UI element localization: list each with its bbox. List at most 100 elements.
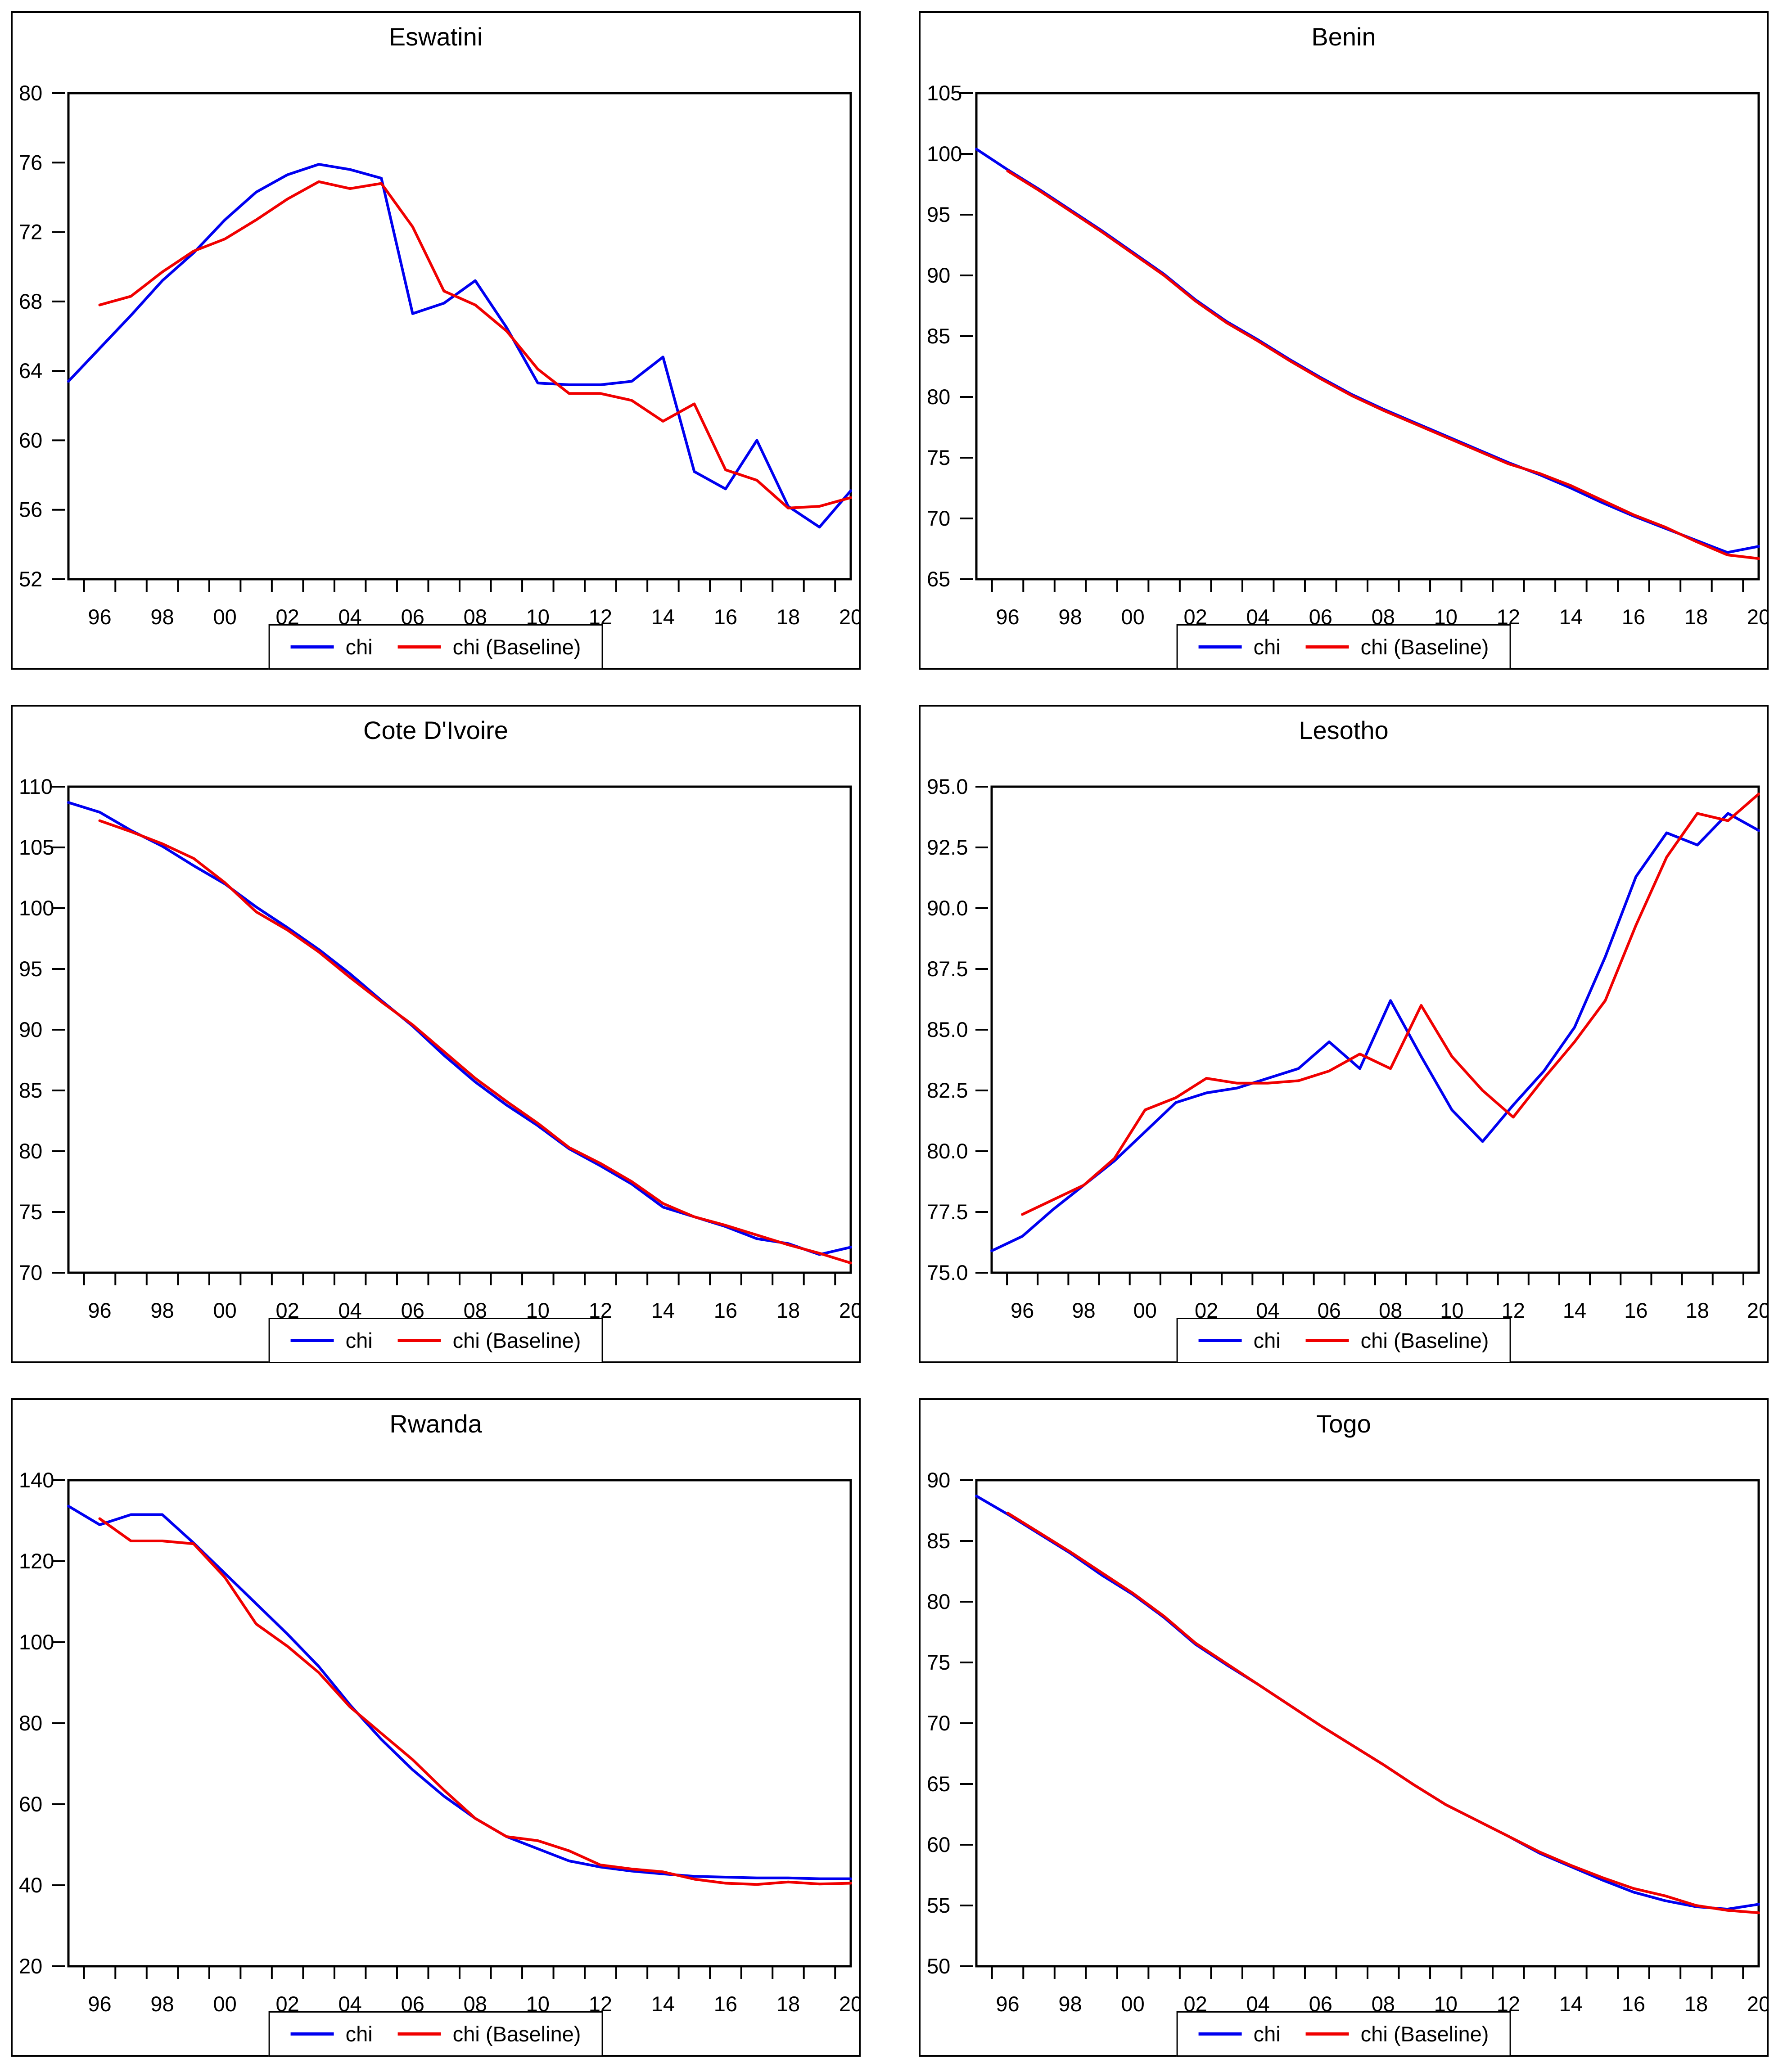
x-tick-label: 96 — [996, 605, 1019, 629]
baseline-line-swatch — [397, 645, 441, 649]
chart-title-cote-divoire: Cote D'Ivoire — [363, 716, 508, 744]
y-tick-label: 80 — [19, 81, 42, 105]
legend-entry-chi: chi — [1198, 635, 1281, 659]
y-tick-label: 68 — [19, 289, 42, 313]
y-tick-label: 56 — [19, 498, 42, 522]
legend-entry-chi: chi — [290, 2022, 373, 2046]
y-tick-label: 100 — [927, 142, 962, 166]
x-tick-label: 00 — [213, 1298, 236, 1322]
legend-entry-baseline: chi (Baseline) — [397, 1328, 581, 1353]
y-tick-label: 55 — [927, 1893, 950, 1917]
y-tick-label: 65 — [927, 567, 950, 591]
baseline-line-swatch — [1305, 645, 1349, 649]
y-tick-label: 80.0 — [927, 1139, 968, 1163]
x-tick-label: 20 — [839, 605, 859, 629]
baseline-line — [1006, 169, 1760, 560]
chart-title-lesotho: Lesotho — [1299, 716, 1389, 744]
y-tick-label: 90 — [927, 263, 950, 287]
x-tick-label: 16 — [1622, 605, 1645, 629]
baseline-line — [98, 180, 852, 509]
y-tick-label: 50 — [927, 1954, 950, 1978]
legend-label-chi: chi — [345, 1329, 373, 1352]
y-tick-label: 90.0 — [927, 896, 968, 920]
legend-label-baseline: chi (Baseline) — [1360, 635, 1489, 659]
x-tick-label: 96 — [996, 1992, 1019, 2016]
y-tick-label: 72 — [19, 220, 42, 244]
y-tick-label: 65 — [927, 1772, 950, 1796]
chart-title-eswatini: Eswatini — [388, 23, 483, 51]
y-tick-label: 75 — [927, 446, 950, 469]
chart-panel-lesotho: 95.0 92.5 90.0 87.5 85.0 82.5 80.0 77.5 75.0 96 98… — [919, 705, 1769, 1363]
baseline-line — [98, 1517, 852, 1886]
x-tick-label: 20 — [1747, 1298, 1767, 1322]
x-tick-label: 18 — [1684, 1992, 1708, 2016]
x-tick-label: 20 — [1747, 605, 1767, 629]
chart-panel-rwanda: 140 120 100 80 60 40 20 96 98 00 02 04 06 08 10 12 14 16 1… — [11, 1398, 861, 2057]
y-tick-label: 40 — [19, 1873, 42, 1897]
x-tick-label: 18 — [1684, 605, 1708, 629]
legend-entry-baseline: chi (Baseline) — [397, 2022, 581, 2046]
x-tick-label: 18 — [776, 1298, 800, 1322]
legend-entry-baseline: chi (Baseline) — [1305, 2022, 1489, 2046]
x-tick-label: 16 — [714, 1992, 737, 2016]
legend-entry-chi: chi — [1198, 2022, 1281, 2046]
y-tick-label: 85 — [19, 1078, 42, 1102]
y-tick-label: 95 — [19, 957, 42, 981]
baseline-line-swatch — [397, 2032, 441, 2036]
y-tick-label: 70 — [927, 1711, 950, 1735]
y-tick-label: 75 — [927, 1650, 950, 1674]
y-tick-label: 60 — [927, 1833, 950, 1856]
x-tick-label: 16 — [714, 1298, 737, 1322]
x-tick-label: 14 — [1563, 1298, 1586, 1322]
x-tick-label: 14 — [651, 1992, 675, 2016]
chi-line — [67, 163, 852, 529]
x-tick-label: 00 — [1133, 1298, 1157, 1322]
chi-line — [67, 801, 852, 1256]
legend-label-baseline: chi (Baseline) — [1360, 1329, 1489, 1352]
x-tick-label: 18 — [1686, 1298, 1709, 1322]
x-tick-label: 96 — [88, 1298, 111, 1322]
chi-line — [990, 812, 1760, 1252]
legend-benin: chi chi (Baseline) — [1176, 624, 1511, 670]
x-tick-label: 14 — [651, 1298, 675, 1322]
chi-line-swatch — [290, 2032, 334, 2036]
legend-entry-chi: chi — [1198, 1328, 1281, 1353]
y-tick-label: 110 — [19, 775, 53, 798]
chi-line-swatch — [1198, 1339, 1242, 1342]
x-tick-label: 96 — [88, 1992, 111, 2016]
y-tick-label: 80 — [19, 1711, 42, 1735]
plot-box — [990, 785, 1760, 1274]
y-tick-label: 70 — [927, 506, 950, 530]
chart-title-rwanda: Rwanda — [389, 1410, 482, 1438]
x-tick-label: 98 — [150, 1992, 174, 2016]
y-tick-label: 80 — [927, 1590, 950, 1613]
legend-label-chi: chi — [1253, 2022, 1281, 2046]
x-tick-label: 00 — [1121, 605, 1144, 629]
legend-lesotho: chi chi (Baseline) — [1176, 1318, 1511, 1363]
chart-panel-eswatini: 80 76 72 68 64 60 56 52 96 98 00 02 04 06 08 10 12 14 16 18… — [11, 11, 861, 670]
chart-canvas-lesotho: 95.0 92.5 90.0 87.5 85.0 82.5 80.0 77.5 75.0 96 98… — [927, 775, 1767, 1322]
y-tick-label: 90 — [927, 1468, 950, 1492]
legend-cote-divoire: chi chi (Baseline) — [268, 1318, 603, 1363]
chi-line-swatch — [1198, 645, 1242, 649]
y-tick-label: 120 — [19, 1549, 54, 1573]
x-tick-label: 00 — [213, 1992, 236, 2016]
baseline-line-swatch — [397, 1339, 441, 1342]
legend-rwanda: chi chi (Baseline) — [268, 2011, 603, 2057]
plot-box — [975, 92, 1760, 581]
baseline-line-swatch — [1305, 2032, 1349, 2036]
x-tick-label: 96 — [1011, 1298, 1034, 1322]
y-tick-label: 70 — [19, 1261, 42, 1284]
legend-entry-baseline: chi (Baseline) — [1305, 635, 1489, 659]
chi-line-swatch — [1198, 2032, 1242, 2036]
x-tick-label: 14 — [651, 605, 675, 629]
x-tick-label: 98 — [1072, 1298, 1095, 1322]
x-tick-label: 20 — [839, 1298, 859, 1322]
x-tick-label: 20 — [839, 1992, 859, 2016]
legend-label-chi: chi — [1253, 635, 1281, 659]
y-tick-label: 100 — [19, 896, 54, 920]
legend-label-chi: chi — [345, 2022, 373, 2046]
